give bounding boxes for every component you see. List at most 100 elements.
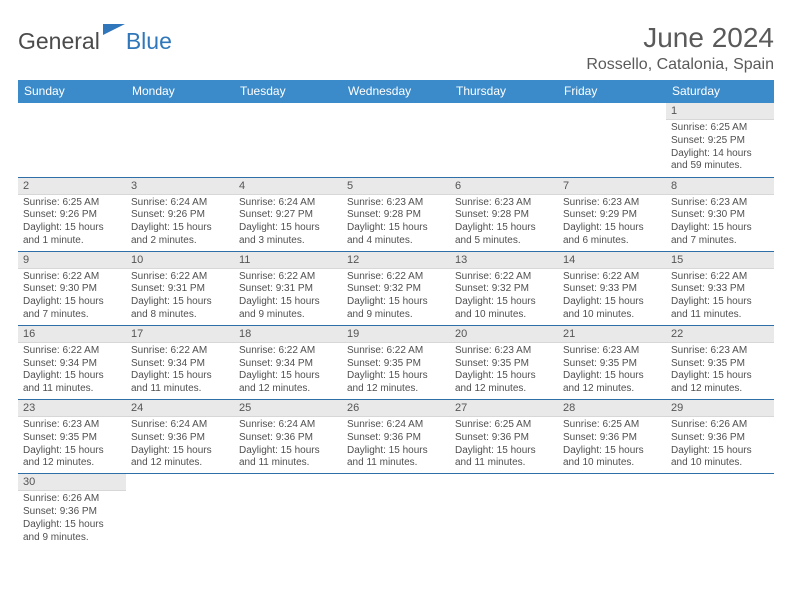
sunrise-text: Sunrise: 6:26 AM	[23, 493, 122, 506]
sunrise-text: Sunrise: 6:22 AM	[347, 345, 446, 358]
day-number: 9	[18, 252, 126, 269]
sunrise-text: Sunrise: 6:22 AM	[239, 345, 338, 358]
daylight-text-1: Daylight: 15 hours	[671, 370, 770, 383]
calendar-day-cell: 29Sunrise: 6:26 AMSunset: 9:36 PMDayligh…	[666, 400, 774, 474]
day-number: 22	[666, 326, 774, 343]
calendar-day-cell	[666, 474, 774, 548]
daylight-text-2: and 10 minutes.	[455, 309, 554, 322]
daylight-text-1: Daylight: 15 hours	[239, 296, 338, 309]
daylight-text-1: Daylight: 15 hours	[239, 370, 338, 383]
sunrise-text: Sunrise: 6:25 AM	[455, 419, 554, 432]
sunset-text: Sunset: 9:28 PM	[455, 209, 554, 222]
weekday-header-row: Sunday Monday Tuesday Wednesday Thursday…	[18, 80, 774, 103]
calendar-day-cell: 1Sunrise: 6:25 AMSunset: 9:25 PMDaylight…	[666, 103, 774, 177]
day-number: 20	[450, 326, 558, 343]
calendar-day-cell: 2Sunrise: 6:25 AMSunset: 9:26 PMDaylight…	[18, 177, 126, 251]
day-number: 19	[342, 326, 450, 343]
day-info: Sunrise: 6:26 AMSunset: 9:36 PMDaylight:…	[666, 417, 774, 473]
sunrise-text: Sunrise: 6:23 AM	[563, 197, 662, 210]
calendar-day-cell	[126, 103, 234, 177]
calendar-day-cell	[450, 103, 558, 177]
daylight-text-1: Daylight: 15 hours	[563, 370, 662, 383]
sunrise-text: Sunrise: 6:25 AM	[23, 197, 122, 210]
sunset-text: Sunset: 9:33 PM	[563, 283, 662, 296]
daylight-text-2: and 12 minutes.	[23, 457, 122, 470]
calendar-week-row: 2 Sunrise: 6:25 AM Sunset: 9:26 PM Daylight…	[18, 177, 774, 251]
day-number: 5	[342, 178, 450, 195]
sunrise-text: Sunrise: 6:23 AM	[455, 197, 554, 210]
calendar-day-cell: 25Sunrise: 6:24 AMSunset: 9:36 PMDayligh…	[234, 400, 342, 474]
calendar-day-cell: 10Sunrise: 6:22 AMSunset: 9:31 PMDayligh…	[126, 251, 234, 325]
day-info: Sunrise: 6:22 AMSunset: 9:33 PMDaylight:…	[558, 269, 666, 325]
day-number: 24	[126, 400, 234, 417]
daylight-text-2: and 7 minutes.	[671, 235, 770, 248]
daylight-text-2: and 5 minutes.	[455, 235, 554, 248]
daylight-text-2: and 12 minutes.	[563, 383, 662, 396]
calendar-day-cell: 8Sunrise: 6:23 AMSunset: 9:30 PMDaylight…	[666, 177, 774, 251]
sunset-text: Sunset: 9:29 PM	[563, 209, 662, 222]
day-number: 4	[234, 178, 342, 195]
daylight-text-2: and 11 minutes.	[671, 309, 770, 322]
day-info: Sunrise: 6:23 AMSunset: 9:28 PMDaylight:…	[450, 195, 558, 251]
calendar-week-row: 16Sunrise: 6:22 AMSunset: 9:34 PMDayligh…	[18, 325, 774, 399]
calendar-day-cell: 21Sunrise: 6:23 AMSunset: 9:35 PMDayligh…	[558, 325, 666, 399]
day-number: 6	[450, 178, 558, 195]
day-number: 30	[18, 474, 126, 491]
weekday-header: Thursday	[450, 80, 558, 103]
day-info: Sunrise: 6:23 AMSunset: 9:35 PMDaylight:…	[666, 343, 774, 399]
sunset-text: Sunset: 9:28 PM	[347, 209, 446, 222]
location-subtitle: Rossello, Catalonia, Spain	[586, 56, 774, 74]
calendar-day-cell	[342, 474, 450, 548]
calendar-day-cell	[558, 474, 666, 548]
sunset-text: Sunset: 9:26 PM	[131, 209, 230, 222]
sunset-text: Sunset: 9:31 PM	[131, 283, 230, 296]
daylight-text-2: and 9 minutes.	[23, 532, 122, 545]
day-info: Sunrise: 6:22 AMSunset: 9:31 PMDaylight:…	[234, 269, 342, 325]
day-info: Sunrise: 6:26 AMSunset: 9:36 PMDaylight:…	[18, 491, 126, 547]
daylight-text-1: Daylight: 15 hours	[455, 296, 554, 309]
day-info: Sunrise: 6:22 AMSunset: 9:32 PMDaylight:…	[450, 269, 558, 325]
calendar-week-row: 9Sunrise: 6:22 AMSunset: 9:30 PMDaylight…	[18, 251, 774, 325]
day-number: 2	[18, 178, 126, 195]
daylight-text-1: Daylight: 15 hours	[455, 370, 554, 383]
sunset-text: Sunset: 9:30 PM	[23, 283, 122, 296]
sunrise-text: Sunrise: 6:23 AM	[23, 419, 122, 432]
daylight-text-1: Daylight: 15 hours	[131, 296, 230, 309]
day-info: Sunrise: 6:22 AMSunset: 9:31 PMDaylight:…	[126, 269, 234, 325]
daylight-text-2: and 11 minutes.	[23, 383, 122, 396]
sunset-text: Sunset: 9:35 PM	[455, 358, 554, 371]
calendar-week-row: 23Sunrise: 6:23 AMSunset: 9:35 PMDayligh…	[18, 400, 774, 474]
sunset-text: Sunset: 9:36 PM	[671, 432, 770, 445]
sunset-text: Sunset: 9:36 PM	[563, 432, 662, 445]
sunset-text: Sunset: 9:36 PM	[347, 432, 446, 445]
sunset-text: Sunset: 9:34 PM	[239, 358, 338, 371]
daylight-text-1: Daylight: 15 hours	[23, 519, 122, 532]
sunrise-text: Sunrise: 6:24 AM	[239, 197, 338, 210]
daylight-text-1: Daylight: 15 hours	[239, 445, 338, 458]
daylight-text-1: Daylight: 15 hours	[347, 370, 446, 383]
sunrise-text: Sunrise: 6:22 AM	[455, 271, 554, 284]
calendar-day-cell: 17Sunrise: 6:22 AMSunset: 9:34 PMDayligh…	[126, 325, 234, 399]
daylight-text-1: Daylight: 15 hours	[347, 296, 446, 309]
daylight-text-2: and 12 minutes.	[455, 383, 554, 396]
page-header: General Blue June 2024 Rossello, Catalon…	[18, 22, 774, 74]
calendar-day-cell: 20Sunrise: 6:23 AMSunset: 9:35 PMDayligh…	[450, 325, 558, 399]
daylight-text-2: and 12 minutes.	[239, 383, 338, 396]
logo-flag-icon	[103, 24, 125, 35]
sunset-text: Sunset: 9:32 PM	[347, 283, 446, 296]
daylight-text-1: Daylight: 15 hours	[563, 222, 662, 235]
day-number: 16	[18, 326, 126, 343]
calendar-day-cell: 27Sunrise: 6:25 AMSunset: 9:36 PMDayligh…	[450, 400, 558, 474]
daylight-text-2: and 1 minute.	[23, 235, 122, 248]
sunset-text: Sunset: 9:34 PM	[23, 358, 122, 371]
sunset-text: Sunset: 9:35 PM	[23, 432, 122, 445]
calendar-day-cell: 11Sunrise: 6:22 AMSunset: 9:31 PMDayligh…	[234, 251, 342, 325]
sunset-text: Sunset: 9:36 PM	[23, 506, 122, 519]
sunset-text: Sunset: 9:34 PM	[131, 358, 230, 371]
daylight-text-1: Daylight: 14 hours	[671, 148, 770, 161]
sunrise-text: Sunrise: 6:22 AM	[23, 271, 122, 284]
daylight-text-2: and 2 minutes.	[131, 235, 230, 248]
day-info: Sunrise: 6:22 AMSunset: 9:30 PMDaylight:…	[18, 269, 126, 325]
sunrise-text: Sunrise: 6:24 AM	[347, 419, 446, 432]
calendar-day-cell	[234, 103, 342, 177]
